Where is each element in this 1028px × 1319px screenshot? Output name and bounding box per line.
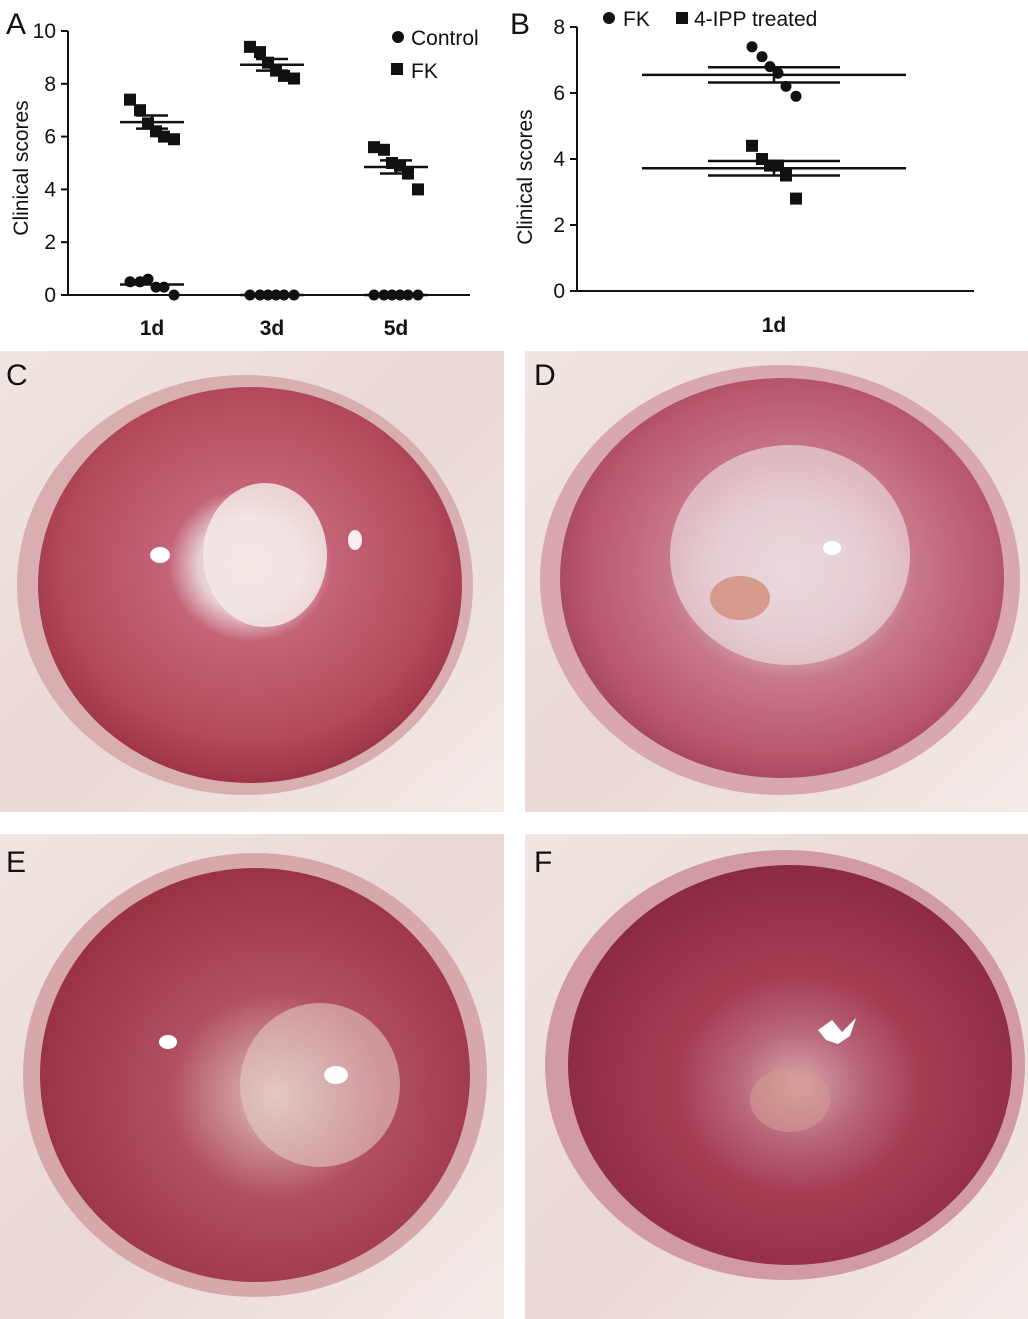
photo-e: E (0, 834, 504, 1319)
data-point-fk (254, 46, 266, 59)
panel-letter-e: E (6, 846, 26, 879)
photo-f-lesion (750, 1068, 830, 1132)
chart-a-legend: Control FK (391, 27, 479, 83)
legend-fk-label: FK (411, 60, 438, 83)
y-tick-label: 10 (33, 20, 56, 43)
chart-b-x-labels: 1d (762, 314, 787, 337)
chart-a-x-labels: 1d 3d 5d (140, 317, 409, 340)
data-point-fk (134, 104, 146, 117)
legend-fk-b-label: FK (623, 8, 650, 31)
panel-letter-c: C (6, 359, 28, 392)
x-category-label: 3d (260, 317, 285, 340)
y-tick-label: 8 (44, 73, 56, 96)
legend-4ipp-label: 4-IPP treated (694, 8, 817, 31)
y-tick-label: 0 (44, 284, 56, 307)
data-point-fk (142, 117, 154, 130)
chart-a-y-ticks: 0 2 4 6 8 10 (33, 20, 68, 307)
data-point-4-ipp-treated (746, 139, 758, 152)
photo-c-highlight (150, 547, 170, 563)
photo-f-highlight (818, 1018, 856, 1044)
y-tick-label: 6 (44, 126, 56, 149)
x-category-label: 1d (762, 314, 787, 337)
y-tick-label: 6 (553, 82, 565, 105)
y-tick-label: 0 (553, 280, 565, 303)
data-point-control (168, 289, 180, 301)
chart-b-marks (642, 41, 906, 205)
data-point-fk (378, 143, 390, 156)
photo-e-highlight (159, 1035, 177, 1049)
photo-e-opacity (240, 1003, 400, 1167)
y-tick-label: 2 (44, 231, 56, 254)
data-point-fk (124, 93, 136, 106)
data-point-fk (368, 141, 380, 154)
photo-c-highlight-2 (348, 530, 362, 550)
chart-b: B Clinical scores 0 2 4 6 8 1d FK 4-IPP trea… (510, 8, 974, 337)
legend-fk-b-marker (603, 12, 615, 24)
chart-a: A Clinical scores 0 2 4 6 8 10 1d 3d 5d Control… (6, 8, 479, 340)
legend-control-marker (392, 31, 404, 43)
y-tick-label: 4 (44, 178, 56, 201)
photo-c: C (0, 351, 504, 812)
data-point-fk (244, 40, 256, 53)
x-category-label: 5d (384, 317, 409, 340)
data-point-fk (756, 51, 768, 63)
chart-b-legend: FK 4-IPP treated (603, 8, 817, 31)
y-tick-label: 8 (553, 16, 565, 39)
data-point-fk (412, 183, 424, 196)
panel-letter-f: F (534, 846, 552, 879)
data-point-fk (790, 90, 802, 102)
data-point-fk (158, 130, 170, 143)
data-point-fk (288, 72, 300, 85)
chart-a-marks (120, 40, 428, 301)
y-tick-label: 2 (553, 214, 565, 237)
chart-b-y-axis-title: Clinical scores (514, 109, 537, 244)
chart-b-y-ticks: 0 2 4 6 8 (553, 16, 577, 303)
data-point-fk (746, 41, 758, 53)
y-tick-label: 4 (553, 148, 565, 171)
photo-f: F (525, 834, 1028, 1319)
legend-fk-marker (391, 63, 403, 75)
photo-d-highlight (823, 541, 841, 555)
photo-f-eye (568, 865, 1012, 1265)
panel-letter-d: D (534, 359, 556, 392)
photo-e-highlight-2 (324, 1066, 348, 1084)
chart-a-y-axis-title: Clinical scores (10, 100, 33, 235)
data-point-fk (278, 69, 290, 82)
data-point-control (142, 273, 154, 285)
legend-4ipp-marker (676, 12, 688, 24)
photo-c-opacity (203, 483, 327, 627)
x-category-label: 1d (140, 317, 165, 340)
panel-letter-b: B (510, 8, 530, 41)
photo-d-opacity (670, 445, 910, 665)
data-point-4-ipp-treated (790, 192, 802, 205)
photo-d-lesion (710, 576, 770, 620)
panel-letter-a: A (6, 8, 26, 41)
data-point-fk (168, 133, 180, 146)
photo-d: D (525, 351, 1028, 812)
legend-control-label: Control (411, 27, 479, 50)
